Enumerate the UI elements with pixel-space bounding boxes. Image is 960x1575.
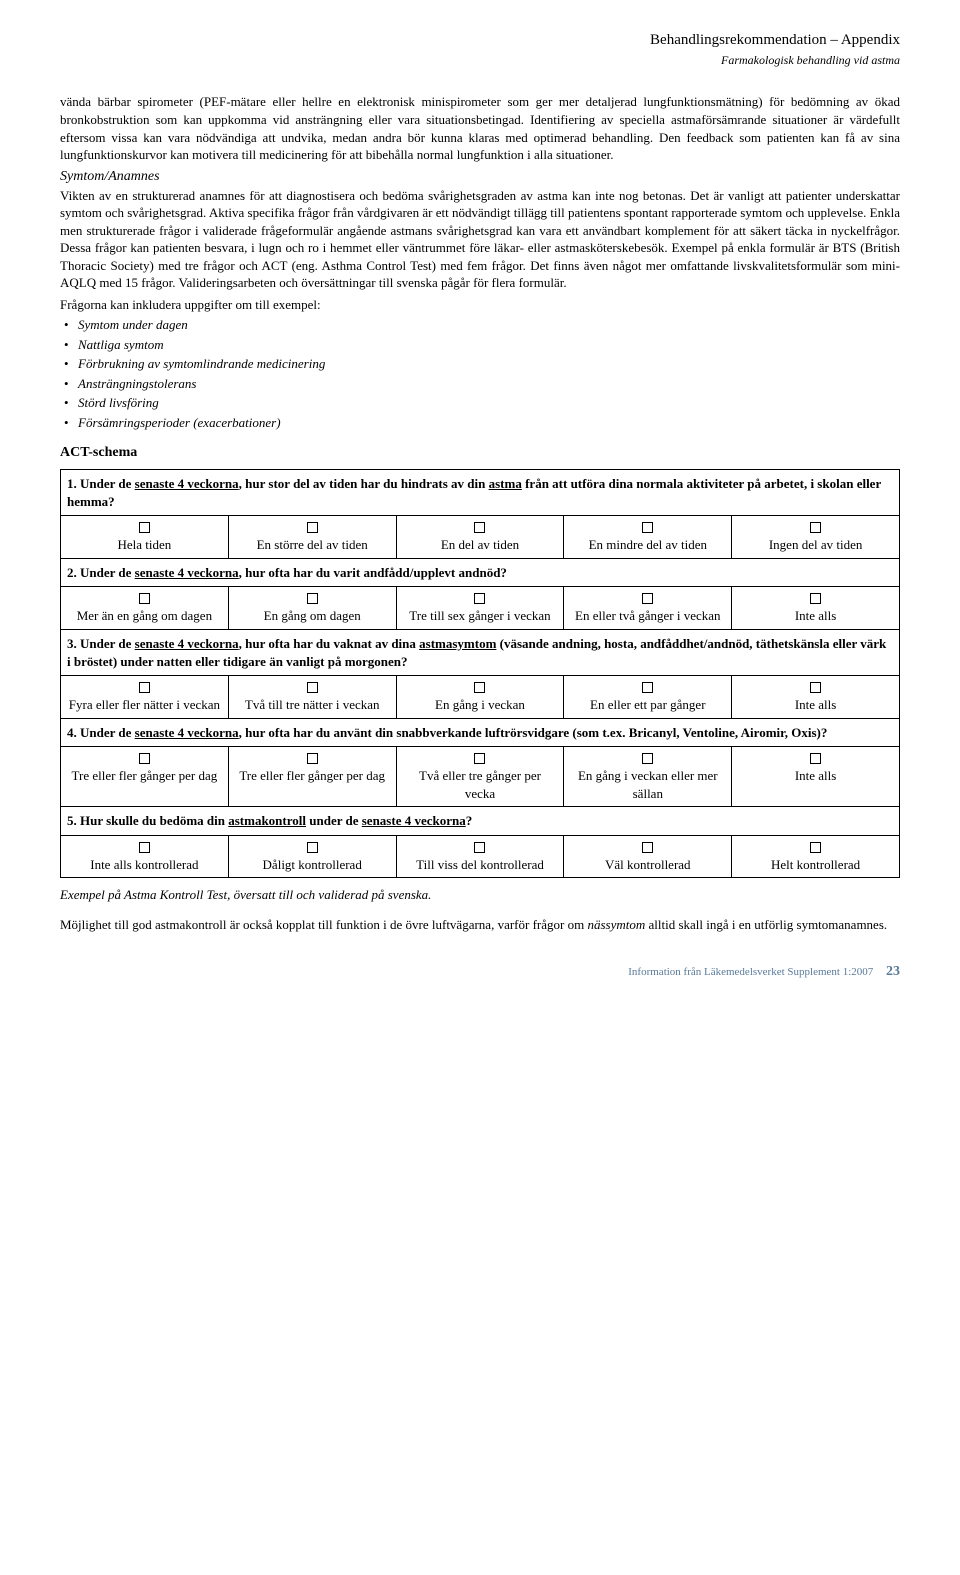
option-cell[interactable]: Till viss del kontrollerad xyxy=(396,835,564,878)
option-cell[interactable]: Fyra eller fler nätter i veckan xyxy=(61,676,229,719)
checkbox-icon[interactable] xyxy=(474,522,485,533)
option-cell[interactable]: Mer än en gång om dagen xyxy=(61,587,229,630)
option-cell[interactable]: Väl kontrollerad xyxy=(564,835,732,878)
option-cell[interactable]: Inte alls xyxy=(732,747,900,807)
option-cell[interactable]: Ingen del av tiden xyxy=(732,516,900,559)
act-table: 1. Under de senaste 4 veckorna, hur stor… xyxy=(60,469,900,878)
option-cell[interactable]: Tre eller fler gånger per dag xyxy=(228,747,396,807)
bullet-list: Symtom under dagen Nattliga symtom Förbr… xyxy=(60,315,900,432)
option-cell[interactable]: En gång i veckan xyxy=(396,676,564,719)
table-caption: Exempel på Astma Kontroll Test, översatt… xyxy=(60,886,900,904)
footer-text: Information från Läkemedelsverket Supple… xyxy=(628,966,873,978)
option-cell[interactable]: En större del av tiden xyxy=(228,516,396,559)
checkbox-icon[interactable] xyxy=(307,842,318,853)
checkbox-icon[interactable] xyxy=(139,682,150,693)
option-cell[interactable]: Tre till sex gånger i veckan xyxy=(396,587,564,630)
option-cell[interactable]: En gång om dagen xyxy=(228,587,396,630)
options-row-2: Mer än en gång om dagen En gång om dagen… xyxy=(61,587,900,630)
bullet-intro: Frågorna kan inkludera uppgifter om till… xyxy=(60,296,900,314)
checkbox-icon[interactable] xyxy=(307,522,318,533)
checkbox-icon[interactable] xyxy=(810,522,821,533)
closing-paragraph: Möjlighet till god astmakontroll är ocks… xyxy=(60,916,900,934)
checkbox-icon[interactable] xyxy=(642,522,653,533)
checkbox-icon[interactable] xyxy=(307,682,318,693)
option-cell[interactable]: Hela tiden xyxy=(61,516,229,559)
section-heading-symtom: Symtom/Anamnes xyxy=(60,168,900,187)
option-cell[interactable]: Dåligt kontrollerad xyxy=(228,835,396,878)
option-cell[interactable]: Helt kontrollerad xyxy=(732,835,900,878)
list-item: Symtom under dagen xyxy=(60,315,900,335)
options-row-1: Hela tiden En större del av tiden En del… xyxy=(61,516,900,559)
question-2: 2. Under de senaste 4 veckorna, hur ofta… xyxy=(61,558,900,587)
options-row-3: Fyra eller fler nätter i veckan Två till… xyxy=(61,676,900,719)
list-item: Ansträngningstolerans xyxy=(60,374,900,394)
question-5: 5. Hur skulle du bedöma din astmakontrol… xyxy=(61,807,900,836)
question-3: 3. Under de senaste 4 veckorna, hur ofta… xyxy=(61,629,900,675)
option-cell[interactable]: Två eller tre gånger per vecka xyxy=(396,747,564,807)
checkbox-icon[interactable] xyxy=(139,593,150,604)
checkbox-icon[interactable] xyxy=(642,682,653,693)
checkbox-icon[interactable] xyxy=(139,522,150,533)
act-heading: ACT-schema xyxy=(60,444,900,463)
header-title: Behandlingsrekommendation – Appendix xyxy=(60,30,900,50)
page-number: 23 xyxy=(886,964,900,979)
option-cell[interactable]: Inte alls xyxy=(732,676,900,719)
option-cell[interactable]: En eller två gånger i veckan xyxy=(564,587,732,630)
options-row-4: Tre eller fler gånger per dag Tre eller … xyxy=(61,747,900,807)
checkbox-icon[interactable] xyxy=(642,753,653,764)
question-1: 1. Under de senaste 4 veckorna, hur stor… xyxy=(61,470,900,516)
list-item: Förbrukning av symtomlindrande mediciner… xyxy=(60,354,900,374)
option-cell[interactable]: En eller ett par gånger xyxy=(564,676,732,719)
list-item: Störd livsföring xyxy=(60,393,900,413)
checkbox-icon[interactable] xyxy=(307,753,318,764)
paragraph-1: vända bärbar spirometer (PEF-mätare elle… xyxy=(60,93,900,163)
option-cell[interactable]: Två till tre nätter i veckan xyxy=(228,676,396,719)
checkbox-icon[interactable] xyxy=(307,593,318,604)
list-item: Försämringsperioder (exacerbationer) xyxy=(60,413,900,433)
checkbox-icon[interactable] xyxy=(474,682,485,693)
paragraph-2: Vikten av en strukturerad anamnes för at… xyxy=(60,187,900,292)
checkbox-icon[interactable] xyxy=(139,753,150,764)
option-cell[interactable]: En gång i veckan eller mer sällan xyxy=(564,747,732,807)
page-header: Behandlingsrekommendation – Appendix Far… xyxy=(60,30,900,68)
option-cell[interactable]: Tre eller fler gånger per dag xyxy=(61,747,229,807)
checkbox-icon[interactable] xyxy=(474,753,485,764)
header-subtitle: Farmakologisk behandling vid astma xyxy=(60,52,900,68)
option-cell[interactable]: En mindre del av tiden xyxy=(564,516,732,559)
checkbox-icon[interactable] xyxy=(139,842,150,853)
checkbox-icon[interactable] xyxy=(810,753,821,764)
options-row-5: Inte alls kontrollerad Dåligt kontroller… xyxy=(61,835,900,878)
checkbox-icon[interactable] xyxy=(474,842,485,853)
list-item: Nattliga symtom xyxy=(60,335,900,355)
option-cell[interactable]: Inte alls xyxy=(732,587,900,630)
checkbox-icon[interactable] xyxy=(642,842,653,853)
checkbox-icon[interactable] xyxy=(810,593,821,604)
checkbox-icon[interactable] xyxy=(810,682,821,693)
checkbox-icon[interactable] xyxy=(810,842,821,853)
checkbox-icon[interactable] xyxy=(642,593,653,604)
option-cell[interactable]: Inte alls kontrollerad xyxy=(61,835,229,878)
page-footer: Information från Läkemedelsverket Supple… xyxy=(60,963,900,982)
option-cell[interactable]: En del av tiden xyxy=(396,516,564,559)
question-4: 4. Under de senaste 4 veckorna, hur ofta… xyxy=(61,718,900,747)
checkbox-icon[interactable] xyxy=(474,593,485,604)
